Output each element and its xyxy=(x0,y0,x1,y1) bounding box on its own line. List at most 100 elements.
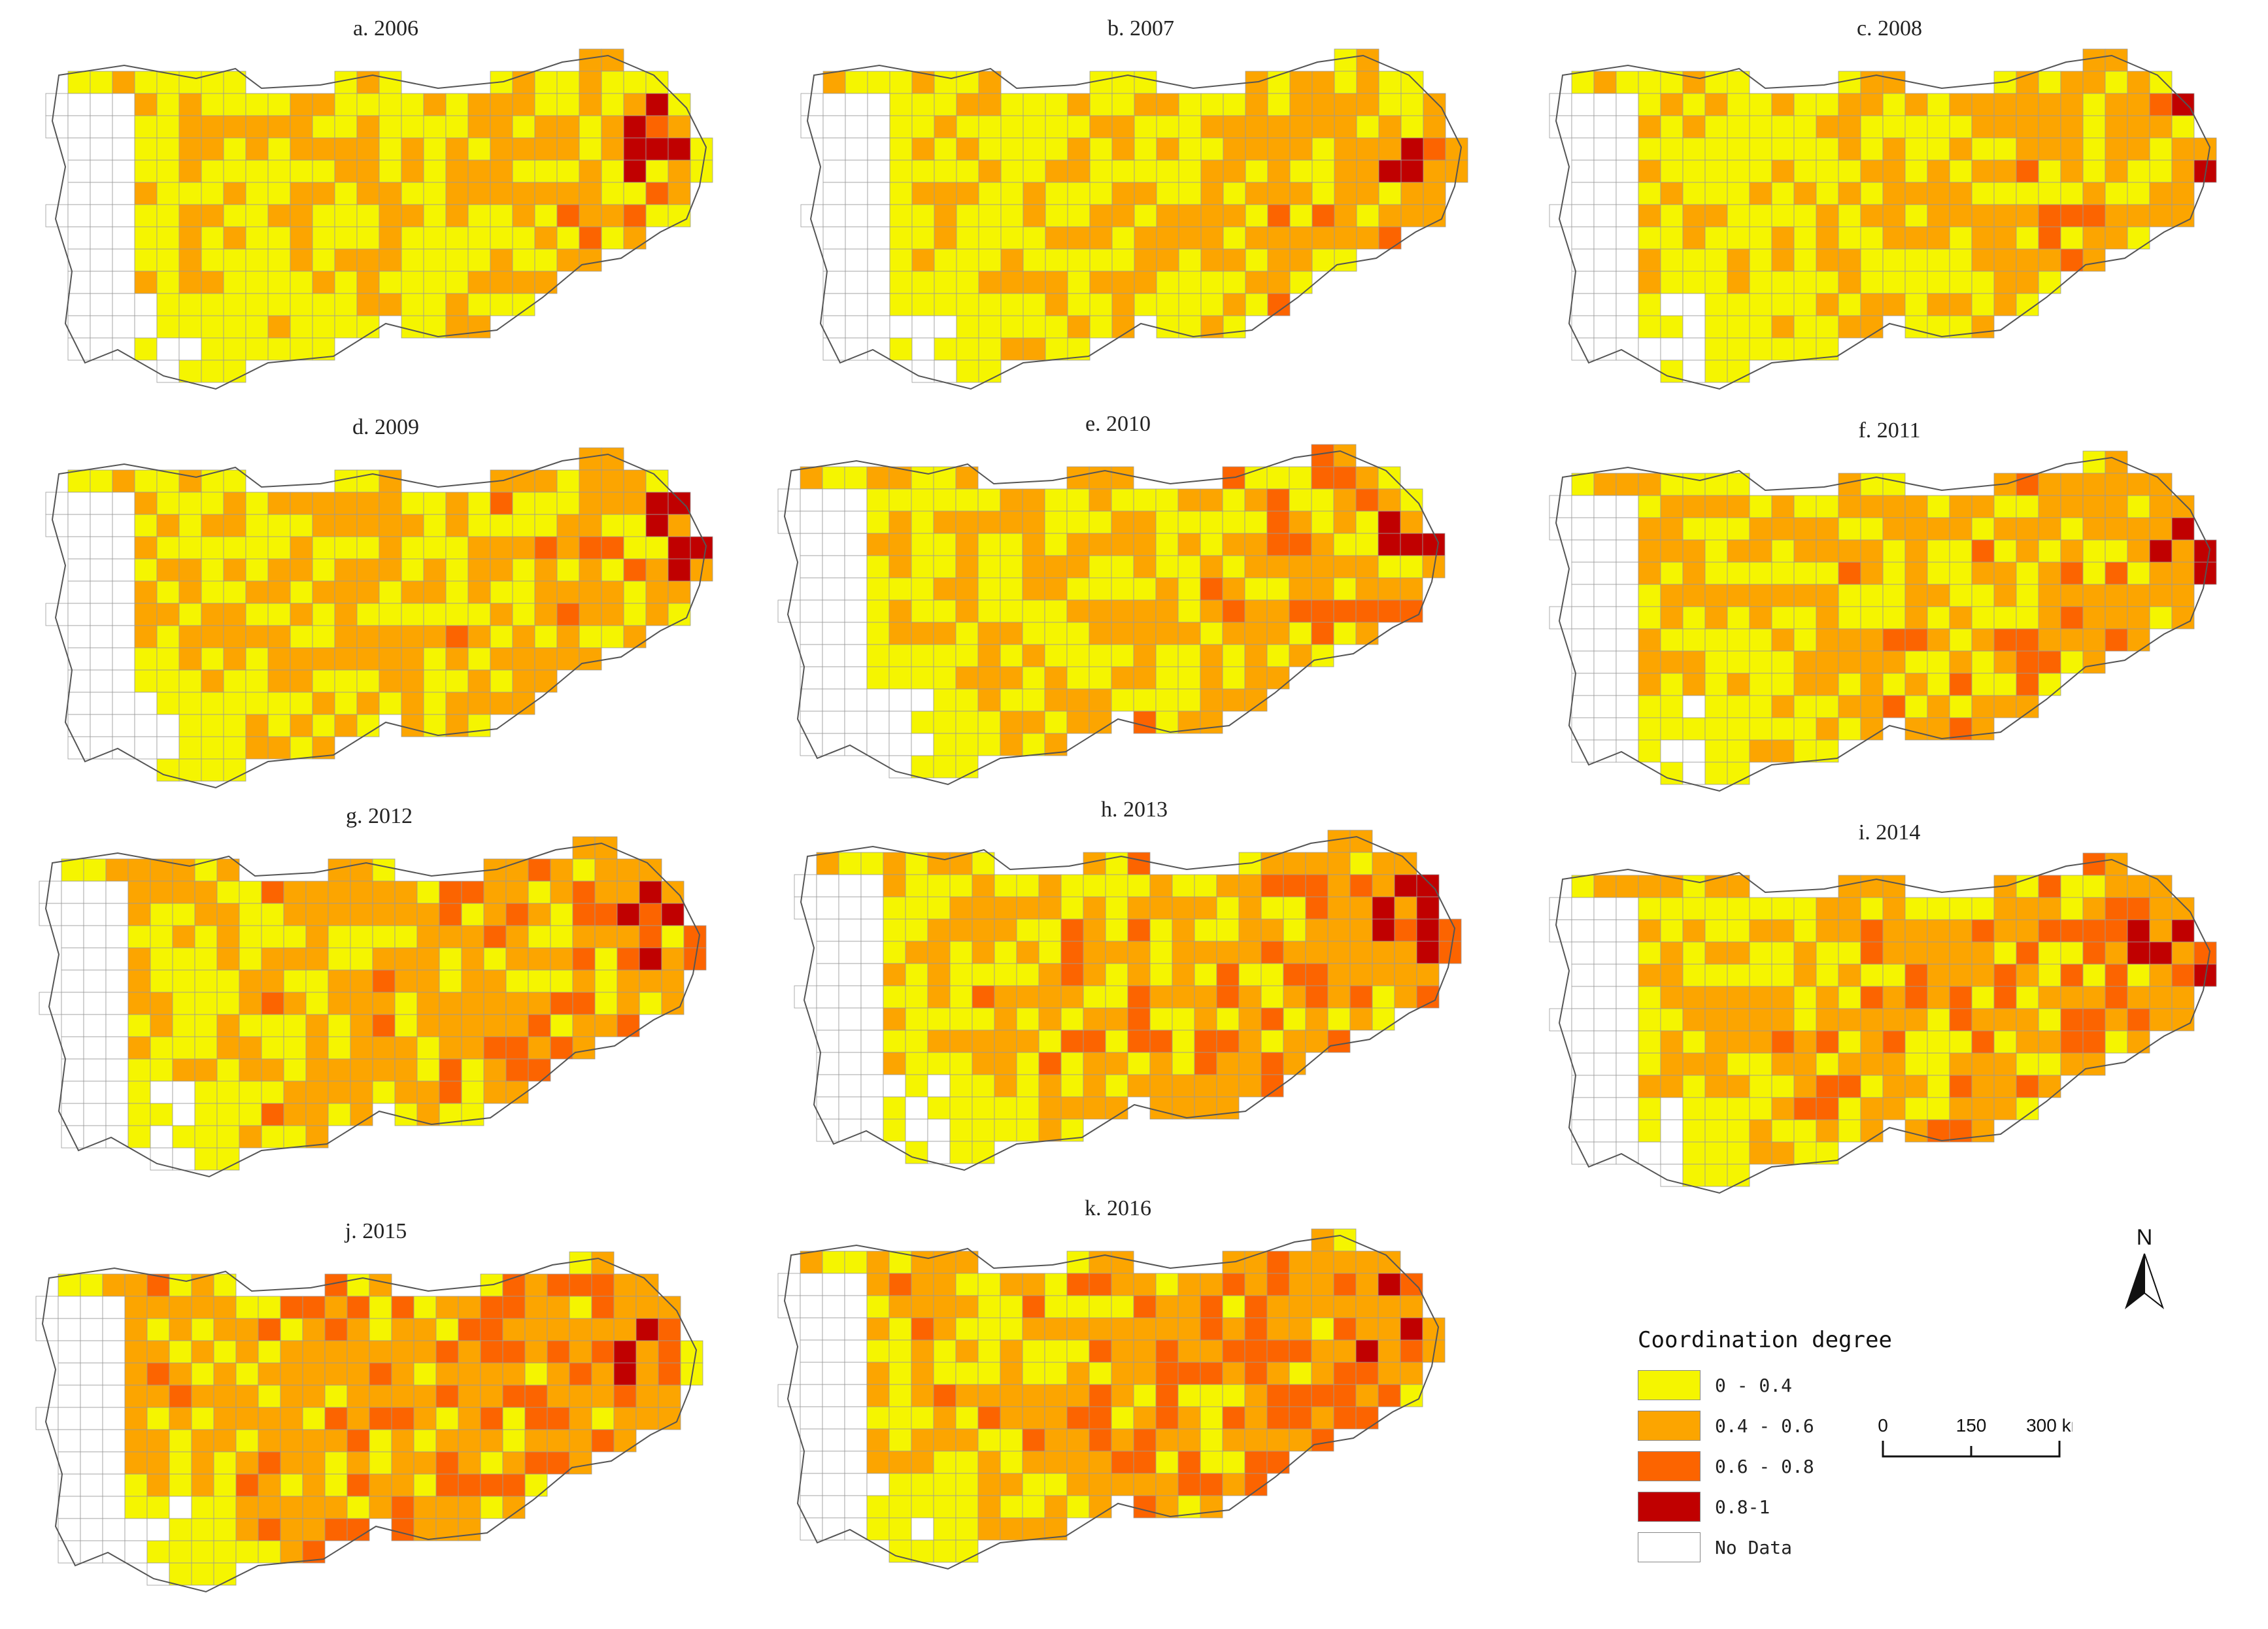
region-cell xyxy=(905,985,928,1009)
region-cell xyxy=(1038,896,1062,920)
region-cell xyxy=(416,947,440,971)
region-cell xyxy=(201,647,224,671)
panel-title: h. 2013 xyxy=(1101,798,1168,822)
region-cell xyxy=(2060,650,2084,674)
region-cell xyxy=(80,1429,103,1453)
region-cell xyxy=(2060,204,2084,227)
study-area-outline xyxy=(783,1234,1440,1570)
region-cell xyxy=(822,599,845,623)
region-cell xyxy=(201,714,224,737)
region-cell xyxy=(1178,93,1202,116)
region-cell xyxy=(1155,511,1179,534)
region-cell xyxy=(67,692,91,715)
region-cell xyxy=(2149,986,2173,1009)
region-cell xyxy=(1083,963,1106,986)
region-cell xyxy=(1793,204,1817,227)
region-cell xyxy=(955,1517,979,1541)
region-cell xyxy=(601,492,624,515)
region-cell xyxy=(1044,511,1068,534)
region-cell xyxy=(1571,897,1595,920)
region-cell xyxy=(579,514,602,537)
region-cell xyxy=(2127,897,2150,920)
region-cell xyxy=(1704,271,1728,294)
region-cell xyxy=(1682,606,1706,630)
region-cell xyxy=(1749,293,1772,316)
region-cell xyxy=(860,896,884,920)
region-cell xyxy=(1111,71,1135,94)
region-cell xyxy=(458,1496,481,1519)
region-cell xyxy=(2105,1008,2128,1032)
region-cell xyxy=(822,93,846,116)
region-cell xyxy=(822,466,845,490)
region-cell xyxy=(1727,562,1750,585)
region-cell xyxy=(883,874,906,898)
region-cell xyxy=(391,1340,415,1364)
region-cell xyxy=(934,293,957,316)
study-area-outline xyxy=(783,450,1440,786)
region-cell xyxy=(1283,1052,1306,1075)
region-cell xyxy=(1727,248,1750,272)
region-cell xyxy=(1638,875,1661,898)
region-cell xyxy=(794,896,817,920)
region-cell xyxy=(2082,1030,2106,1054)
region-cell xyxy=(1882,1052,1906,1076)
region-cell xyxy=(67,469,91,493)
region-cell xyxy=(1593,606,1617,630)
region-cell xyxy=(67,226,91,250)
region-cell xyxy=(1838,182,1861,205)
region-cell xyxy=(1904,539,1928,563)
region-cell xyxy=(1266,1451,1290,1474)
region-cell xyxy=(312,226,335,250)
region-cell xyxy=(1289,1428,1312,1452)
region-cell xyxy=(1266,1428,1290,1452)
region-cell xyxy=(1044,1451,1068,1474)
region-cell xyxy=(1971,1052,1995,1076)
region-cell xyxy=(261,969,284,993)
region-cell xyxy=(1356,115,1379,139)
region-cell xyxy=(845,271,868,294)
region-cell xyxy=(201,93,224,116)
region-cell xyxy=(2082,137,2106,161)
region-cell xyxy=(324,1518,348,1541)
region-cell xyxy=(594,969,618,993)
region-cell xyxy=(67,625,91,648)
region-cell xyxy=(223,492,246,515)
region-cell xyxy=(933,1384,956,1407)
region-cell xyxy=(1066,488,1090,512)
region-cell xyxy=(194,992,218,1015)
region-cell xyxy=(1289,1406,1312,1430)
region-cell xyxy=(800,555,823,579)
region-cell xyxy=(1022,1273,1045,1296)
region-cell xyxy=(994,963,1017,986)
region-cell xyxy=(1038,1118,1062,1142)
region-cell xyxy=(1927,293,1950,316)
region-cell xyxy=(239,1014,262,1037)
region-cell xyxy=(1682,673,1706,696)
region-cell xyxy=(172,1058,195,1082)
region-cell xyxy=(1593,717,1617,741)
region-cell xyxy=(1616,964,1639,987)
region-cell xyxy=(889,644,912,667)
region-cell xyxy=(933,666,956,690)
region-cell xyxy=(844,533,868,556)
region-cell xyxy=(1155,533,1179,556)
region-cell xyxy=(502,1407,526,1430)
region-cell xyxy=(2127,875,2150,898)
region-cell xyxy=(112,315,135,339)
region-cell xyxy=(201,758,224,782)
region-cell xyxy=(1882,986,1906,1009)
region-cell xyxy=(556,603,580,626)
region-cell xyxy=(2038,539,2061,563)
region-cell xyxy=(1222,533,1245,556)
region-cell xyxy=(1793,337,1817,361)
region-cell xyxy=(239,1125,262,1149)
region-cell xyxy=(1355,1317,1379,1341)
region-cell xyxy=(1400,555,1423,579)
region-cell xyxy=(1400,182,1424,205)
region-cell xyxy=(379,71,402,94)
region-cell xyxy=(201,536,224,560)
region-cell xyxy=(838,896,862,920)
region-cell xyxy=(2016,606,2039,630)
region-cell xyxy=(512,271,535,294)
region-cell xyxy=(911,711,934,734)
